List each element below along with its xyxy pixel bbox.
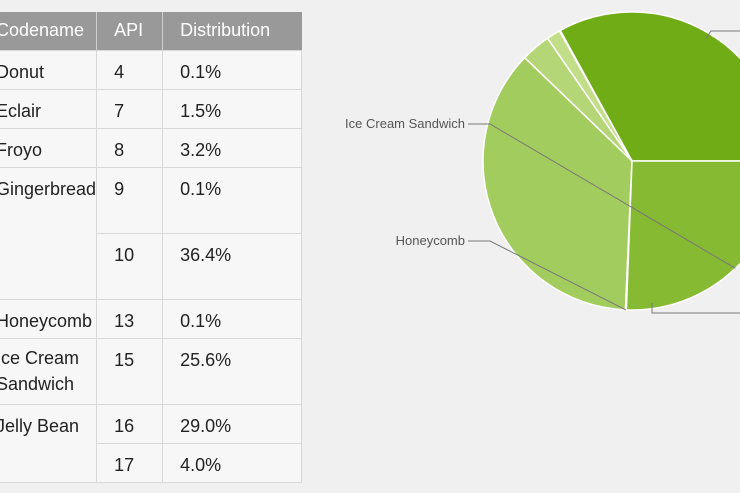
distribution-cell: 3.2%: [162, 127, 303, 168]
table-row: Eclair 7 1.5%: [0, 88, 303, 129]
pie-slice-jelly-bean: [559, 11, 740, 162]
table-header-row: Codename API Distribution: [0, 12, 302, 50]
slice-label-ice-cream-sandwich: Ice Cream Sandwich: [345, 116, 465, 131]
table-row: Jelly Bean 16 29.0%: [0, 403, 303, 483]
leader-line-offscreen-top: [705, 30, 740, 39]
leader-line-ice-cream-sandwich: [468, 123, 736, 269]
pie-slice-ice-cream-sandwich: [625, 160, 740, 311]
distribution-cell: 4.0%: [162, 442, 303, 483]
api-cell: 4: [96, 49, 164, 90]
table-row: 10 36.4%: [0, 232, 303, 300]
table-row: Honeycomb 13 0.1%: [0, 298, 303, 339]
api-cell: 10: [96, 232, 164, 300]
codename-cell: Honeycomb: [0, 298, 98, 339]
pie-slice-gingerbread: [482, 56, 633, 311]
codename-cell: Eclair: [0, 88, 98, 129]
slice-label-honeycomb: Honeycomb: [396, 233, 465, 248]
codename-cell: Donut: [0, 49, 98, 90]
distribution-cell: 25.6%: [162, 337, 303, 405]
header-api: API: [96, 12, 163, 50]
distribution-cell: 1.5%: [162, 88, 303, 129]
distribution-cell: 0.1%: [162, 298, 303, 339]
distribution-table: Codename API Distribution Donut 4 0.1% E…: [0, 12, 303, 483]
table-row: Ice Cream Sandwich 15 25.6%: [0, 337, 303, 405]
header-distribution: Distribution: [162, 12, 302, 50]
api-cell: 8: [96, 127, 164, 168]
codename-cell: Gingerbread: [0, 166, 98, 300]
api-cell: 13: [96, 298, 164, 339]
leader-line-offscreen-bottom: [651, 303, 740, 314]
codename-cell: Jelly Bean: [0, 403, 98, 483]
distribution-cell: 36.4%: [162, 232, 303, 300]
api-cell: 17: [96, 442, 164, 483]
distribution-cell: 29.0%: [162, 403, 303, 444]
header-codename: Codename: [0, 12, 97, 50]
table-row: Gingerbread 9 0.1%: [0, 166, 303, 300]
leader-line-honeycomb: [468, 240, 627, 311]
api-cell: 9: [96, 166, 164, 234]
table-row: 17 4.0%: [0, 442, 303, 483]
distribution-cell: 0.1%: [162, 166, 303, 234]
api-cell: 15: [96, 337, 164, 405]
